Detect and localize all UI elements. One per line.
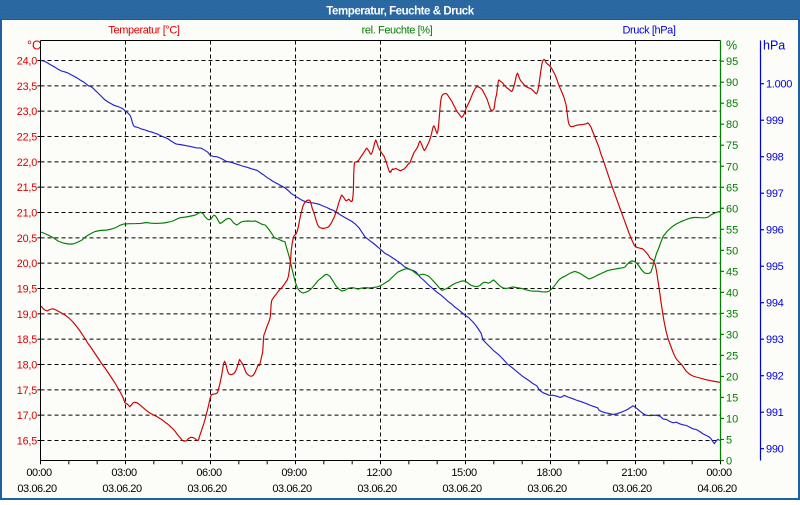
svg-text:16,5: 16,5 (17, 436, 37, 448)
svg-text:12:00: 12:00 (366, 467, 392, 479)
svg-text:21,5: 21,5 (17, 182, 37, 194)
svg-text:17,0: 17,0 (17, 410, 37, 422)
svg-text:18:00: 18:00 (536, 467, 562, 479)
svg-text:19,5: 19,5 (17, 284, 37, 296)
svg-text:990: 990 (766, 444, 784, 456)
svg-text:17,5: 17,5 (17, 385, 37, 397)
svg-text:03.06.20: 03.06.20 (17, 483, 57, 495)
svg-text:10: 10 (726, 413, 738, 425)
svg-text:15: 15 (726, 392, 738, 404)
svg-text:35: 35 (726, 308, 738, 320)
svg-text:04.06.20: 04.06.20 (697, 483, 737, 495)
svg-text:997: 997 (766, 188, 784, 200)
svg-text:03.06.20: 03.06.20 (442, 483, 482, 495)
svg-text:20,5: 20,5 (17, 233, 37, 245)
svg-text:60: 60 (726, 203, 738, 215)
svg-text:15:00: 15:00 (451, 467, 477, 479)
svg-text:Temperatur [°C]: Temperatur [°C] (108, 25, 179, 37)
svg-text:°C: °C (27, 39, 41, 53)
svg-text:23,0: 23,0 (17, 106, 37, 118)
svg-text:95: 95 (726, 56, 738, 68)
svg-text:994: 994 (766, 298, 784, 310)
svg-text:06:00: 06:00 (196, 467, 222, 479)
svg-text:03.06.20: 03.06.20 (612, 483, 652, 495)
svg-text:%: % (726, 39, 737, 53)
svg-text:03.06.20: 03.06.20 (272, 483, 312, 495)
svg-text:70: 70 (726, 161, 738, 173)
svg-text:993: 993 (766, 334, 784, 346)
svg-text:21:00: 21:00 (621, 467, 647, 479)
svg-text:03.06.20: 03.06.20 (187, 483, 227, 495)
svg-text:85: 85 (726, 98, 738, 110)
svg-text:23,5: 23,5 (17, 81, 37, 93)
svg-text:30: 30 (726, 329, 738, 341)
svg-text:09:00: 09:00 (281, 467, 307, 479)
svg-text:21,0: 21,0 (17, 208, 37, 220)
svg-text:999: 999 (766, 115, 784, 127)
svg-text:22,0: 22,0 (17, 157, 37, 169)
svg-text:03:00: 03:00 (111, 467, 137, 479)
svg-text:0: 0 (726, 456, 732, 468)
svg-text:50: 50 (726, 245, 738, 257)
svg-text:995: 995 (766, 261, 784, 273)
svg-text:992: 992 (766, 371, 784, 383)
svg-text:18,0: 18,0 (17, 360, 37, 372)
svg-text:991: 991 (766, 407, 784, 419)
svg-text:20,0: 20,0 (17, 258, 37, 270)
svg-text:998: 998 (766, 152, 784, 164)
svg-text:996: 996 (766, 225, 784, 237)
svg-text:22,5: 22,5 (17, 132, 37, 144)
svg-text:80: 80 (726, 119, 738, 131)
svg-text:75: 75 (726, 140, 738, 152)
svg-text:1.000: 1.000 (766, 79, 792, 91)
svg-text:45: 45 (726, 266, 738, 278)
svg-text:5: 5 (726, 434, 732, 446)
svg-text:hPa: hPa (763, 39, 785, 53)
svg-text:24,0: 24,0 (17, 56, 37, 68)
svg-text:03.06.20: 03.06.20 (102, 483, 142, 495)
svg-text:rel. Feuchte [%]: rel. Feuchte [%] (362, 25, 433, 37)
svg-text:25: 25 (726, 350, 738, 362)
svg-text:55: 55 (726, 224, 738, 236)
svg-text:18,5: 18,5 (17, 334, 37, 346)
svg-text:Druck [hPa]: Druck [hPa] (622, 25, 675, 37)
svg-text:03.06.20: 03.06.20 (357, 483, 397, 495)
svg-text:40: 40 (726, 287, 738, 299)
svg-text:19,0: 19,0 (17, 309, 37, 321)
svg-text:90: 90 (726, 77, 738, 89)
svg-text:65: 65 (726, 182, 738, 194)
svg-text:00:00: 00:00 (706, 467, 732, 479)
svg-text:Temperatur, Feuchte & Druck: Temperatur, Feuchte & Druck (326, 6, 474, 18)
svg-text:20: 20 (726, 371, 738, 383)
svg-text:00:00: 00:00 (26, 467, 52, 479)
svg-text:03.06.20: 03.06.20 (527, 483, 567, 495)
